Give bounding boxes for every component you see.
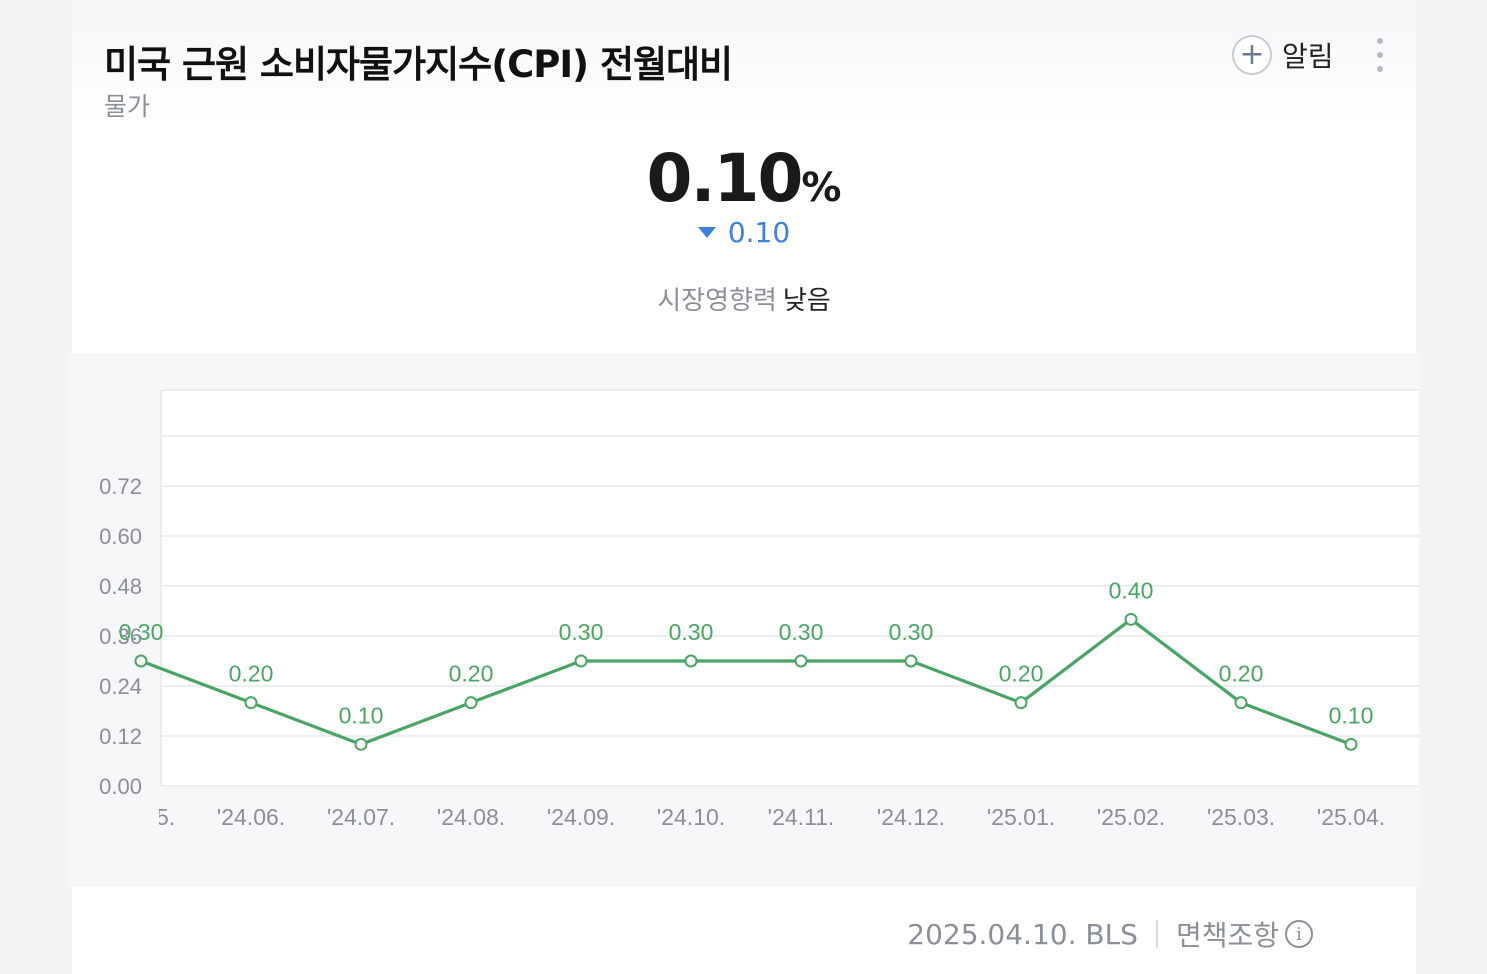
indicator-title: 미국 근원 소비자물가지수(CPI) 전월대비	[104, 43, 733, 86]
footer-divider	[1155, 920, 1158, 948]
data-point	[244, 696, 258, 710]
y-tick-label: 0.12	[99, 724, 142, 749]
data-points	[134, 612, 1358, 751]
series-line	[140, 617, 1352, 746]
card-header-background	[72, 0, 1416, 120]
data-point	[1014, 696, 1028, 710]
disclaimer-link[interactable]: 면책조항 i	[1176, 914, 1313, 954]
data-label: 0.30	[119, 619, 164, 645]
alarm-label: 알림	[1282, 40, 1334, 73]
chart-container: % '24.05.'24.06.'24.07.'24.08.'24.09.'24…	[68, 353, 1419, 887]
release-date-source: 2025.04.10. BLS	[907, 917, 1138, 951]
current-value-unit: %	[801, 165, 842, 211]
data-point	[1344, 737, 1358, 751]
data-label: 0.30	[889, 619, 934, 645]
data-label: 0.20	[999, 661, 1044, 687]
data-point	[354, 737, 368, 751]
current-value: 0.10%	[72, 140, 1416, 217]
plot-area	[161, 390, 1419, 787]
data-label: 0.20	[449, 661, 494, 687]
data-labels: 0.30 0.20 0.10 0.20 0.30 0.30 0.30 0.30 0.20 0.40…	[119, 577, 1374, 728]
value-change: 0.10	[72, 216, 1416, 249]
data-label: 0.40	[1109, 577, 1154, 603]
footer: 2025.04.10. BLS 면책조항 i	[907, 914, 1313, 954]
data-point	[1124, 612, 1138, 626]
data-label: 0.10	[339, 702, 384, 728]
x-axis-ticks: '24.05.'24.06.'24.07.'24.08.'24.09.'24.1…	[107, 804, 1385, 830]
data-point	[134, 654, 148, 668]
x-tick-label: '24.10.	[657, 804, 725, 830]
x-axis-left-mask	[68, 798, 159, 838]
y-tick-label: 0.72	[99, 474, 142, 499]
data-label: 0.30	[559, 619, 604, 645]
x-tick-label: '25.02.	[1097, 804, 1165, 830]
y-tick-label: 0.48	[99, 574, 142, 599]
data-label: 0.20	[1219, 661, 1264, 687]
y-tick-label: 0.60	[99, 524, 142, 549]
x-tick-label: '25.01.	[987, 804, 1055, 830]
market-impact-value: 낮음	[782, 286, 831, 316]
data-point	[1234, 696, 1248, 710]
data-label: 0.20	[229, 661, 274, 687]
market-impact-label: 시장영향력	[657, 286, 777, 316]
down-triangle-icon	[697, 227, 716, 238]
info-icon: i	[1285, 920, 1313, 948]
current-value-number: 0.10	[646, 140, 804, 217]
data-label: 0.10	[1329, 702, 1374, 728]
x-tick-label: '25.04.	[1317, 804, 1385, 830]
x-tick-label: '24.11.	[768, 804, 835, 830]
y-tick-label: 0.24	[99, 674, 142, 699]
x-tick-label: '24.12.	[877, 804, 945, 830]
market-impact: 시장영향력 낮음	[72, 280, 1416, 317]
data-label: 0.30	[779, 619, 824, 645]
more-options-icon[interactable]	[1370, 38, 1390, 72]
x-tick-label: '24.08.	[437, 804, 505, 830]
data-point	[684, 654, 698, 668]
y-tick-label: 0.36	[99, 624, 142, 649]
series-polyline	[140, 617, 1352, 746]
x-tick-label: '24.09.	[547, 804, 615, 830]
value-change-number: 0.10	[727, 216, 791, 249]
indicator-category: 물가	[104, 92, 151, 121]
plus-icon: +	[1232, 35, 1272, 75]
line-chart[interactable]: % '24.05.'24.06.'24.07.'24.08.'24.09.'24…	[68, 353, 1419, 887]
disclaimer-label: 면책조항	[1175, 919, 1279, 952]
data-point	[574, 654, 588, 668]
data-point	[464, 696, 478, 710]
y-tick-label: 0.00	[99, 774, 142, 799]
x-tick-label: '24.06.	[217, 804, 285, 830]
x-tick-label: '25.03.	[1207, 804, 1275, 830]
grid-lines	[160, 389, 1419, 787]
data-point	[794, 654, 808, 668]
data-label: 0.30	[669, 619, 714, 645]
data-point	[904, 654, 918, 668]
y-axis-ticks: 0.00 0.12 0.24 0.36 0.48 0.60 0.72	[99, 474, 142, 799]
plot-left-mask	[68, 388, 160, 790]
x-tick-label: '24.07.	[327, 804, 395, 830]
alarm-button[interactable]: + 알림	[1232, 33, 1334, 77]
